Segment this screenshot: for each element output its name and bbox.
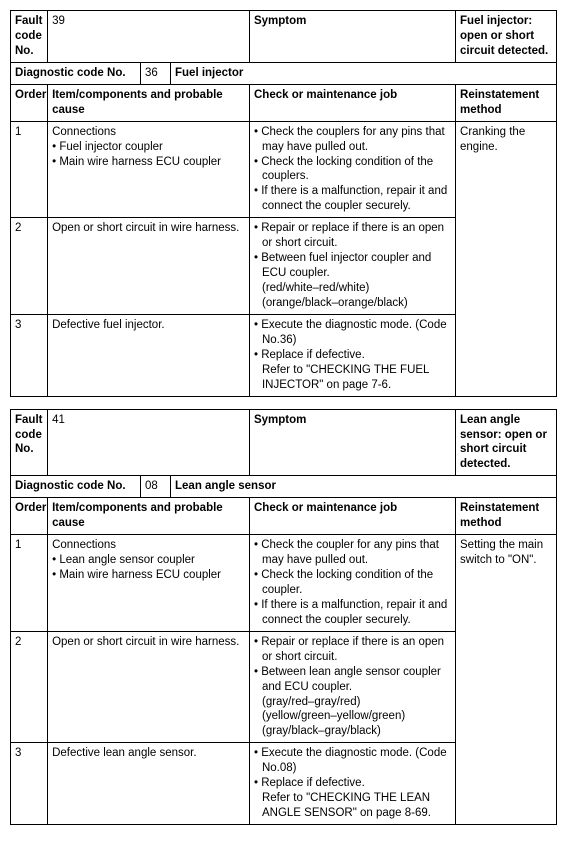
col-order: Order [11,84,48,121]
fault-table-39-body: Order Item/components and probable cause… [10,84,557,397]
order-cell: 3 [11,743,48,825]
item-bullet: Lean angle sensor coupler [52,553,245,568]
check-bullet: Check the couplers for any pins that may… [254,125,451,155]
rein-cell: Setting the main switch to "ON". [456,535,557,825]
item-title: Connections [52,126,116,138]
item-bullet: Main wire harness ECU coupler [52,568,245,583]
order-cell: 2 [11,631,48,743]
item-title: Connections [52,539,116,551]
col-item: Item/components and probable cause [48,84,250,121]
diag-text: Lean angle sensor [171,476,557,498]
col-rein: Reinstatement method [456,84,557,121]
order-cell: 2 [11,218,48,315]
item-cell: Open or short circuit in wire harness. [48,631,250,743]
item-cell: Defective fuel injector. [48,314,250,396]
check-extra: (gray/red–gray/red) [254,695,451,710]
check-ref: Refer to "CHECKING THE LEAN ANGLE SENSOR… [254,791,451,821]
check-extra: (yellow/green–yellow/green) [254,709,451,724]
check-bullet: Check the locking condition of the coupl… [254,568,451,598]
order-cell: 1 [11,535,48,632]
fault-no: 39 [48,11,250,63]
check-bullet: Between fuel injector coupler and ECU co… [254,251,451,281]
check-extra: (orange/black–orange/black) [254,296,451,311]
diag-label: Diagnostic code No. [11,476,141,498]
check-bullet: Execute the diagnostic mode. (Code No.08… [254,746,451,776]
diag-no: 36 [141,62,171,84]
symptom-label: Symptom [249,11,455,63]
check-bullet: Execute the diagnostic mode. (Code No.36… [254,318,451,348]
check-cell: Check the coupler for any pins that may … [249,535,455,632]
symptom-text: Fuel injector: open or short circuit det… [456,11,557,63]
col-item: Item/components and probable cause [48,498,250,535]
fault-label: Fault code No. [11,409,48,476]
order-cell: 1 [11,121,48,218]
item-bullet: Main wire harness ECU coupler [52,155,245,170]
item-cell: Connections Fuel injector coupler Main w… [48,121,250,218]
check-bullet: Repair or replace if there is an open or… [254,221,451,251]
order-cell: 3 [11,314,48,396]
col-rein: Reinstatement method [456,498,557,535]
item-cell: Open or short circuit in wire harness. [48,218,250,315]
check-bullet: Between lean angle sensor coupler and EC… [254,665,451,695]
symptom-label: Symptom [249,409,455,476]
fault-table-39: Fault code No. 39 Symptom Fuel injector:… [10,10,557,63]
fault-table-39-diag: Diagnostic code No. 36 Fuel injector [10,62,557,85]
check-bullet: Replace if defective. [254,776,451,791]
item-bullet: Fuel injector coupler [52,140,245,155]
diag-no: 08 [141,476,171,498]
fault-table-41-diag: Diagnostic code No. 08 Lean angle sensor [10,475,557,498]
fault-table-41-body: Order Item/components and probable cause… [10,497,557,825]
col-check: Check or maintenance job [249,498,455,535]
check-bullet: If there is a malfunction, repair it and… [254,184,451,214]
diag-text: Fuel injector [171,62,557,84]
check-ref: Refer to "CHECKING THE FUEL INJECTOR" on… [254,363,451,393]
check-bullet: If there is a malfunction, repair it and… [254,598,451,628]
check-bullet: Check the locking condition of the coupl… [254,155,451,185]
item-cell: Defective lean angle sensor. [48,743,250,825]
item-cell: Connections Lean angle sensor coupler Ma… [48,535,250,632]
rein-cell: Cranking the engine. [456,121,557,396]
check-cell: Repair or replace if there is an open or… [249,218,455,315]
diag-label: Diagnostic code No. [11,62,141,84]
check-cell: Check the couplers for any pins that may… [249,121,455,218]
check-cell: Repair or replace if there is an open or… [249,631,455,743]
check-cell: Execute the diagnostic mode. (Code No.36… [249,314,455,396]
fault-no: 41 [48,409,250,476]
check-extra: (red/white–red/white) [254,281,451,296]
fault-label: Fault code No. [11,11,48,63]
col-check: Check or maintenance job [249,84,455,121]
col-order: Order [11,498,48,535]
fault-table-41: Fault code No. 41 Symptom Lean angle sen… [10,409,557,477]
check-bullet: Repair or replace if there is an open or… [254,635,451,665]
check-cell: Execute the diagnostic mode. (Code No.08… [249,743,455,825]
check-extra: (gray/black–gray/black) [254,724,451,739]
symptom-text: Lean angle sensor: open or short circuit… [456,409,557,476]
check-bullet: Replace if defective. [254,348,451,363]
check-bullet: Check the coupler for any pins that may … [254,538,451,568]
